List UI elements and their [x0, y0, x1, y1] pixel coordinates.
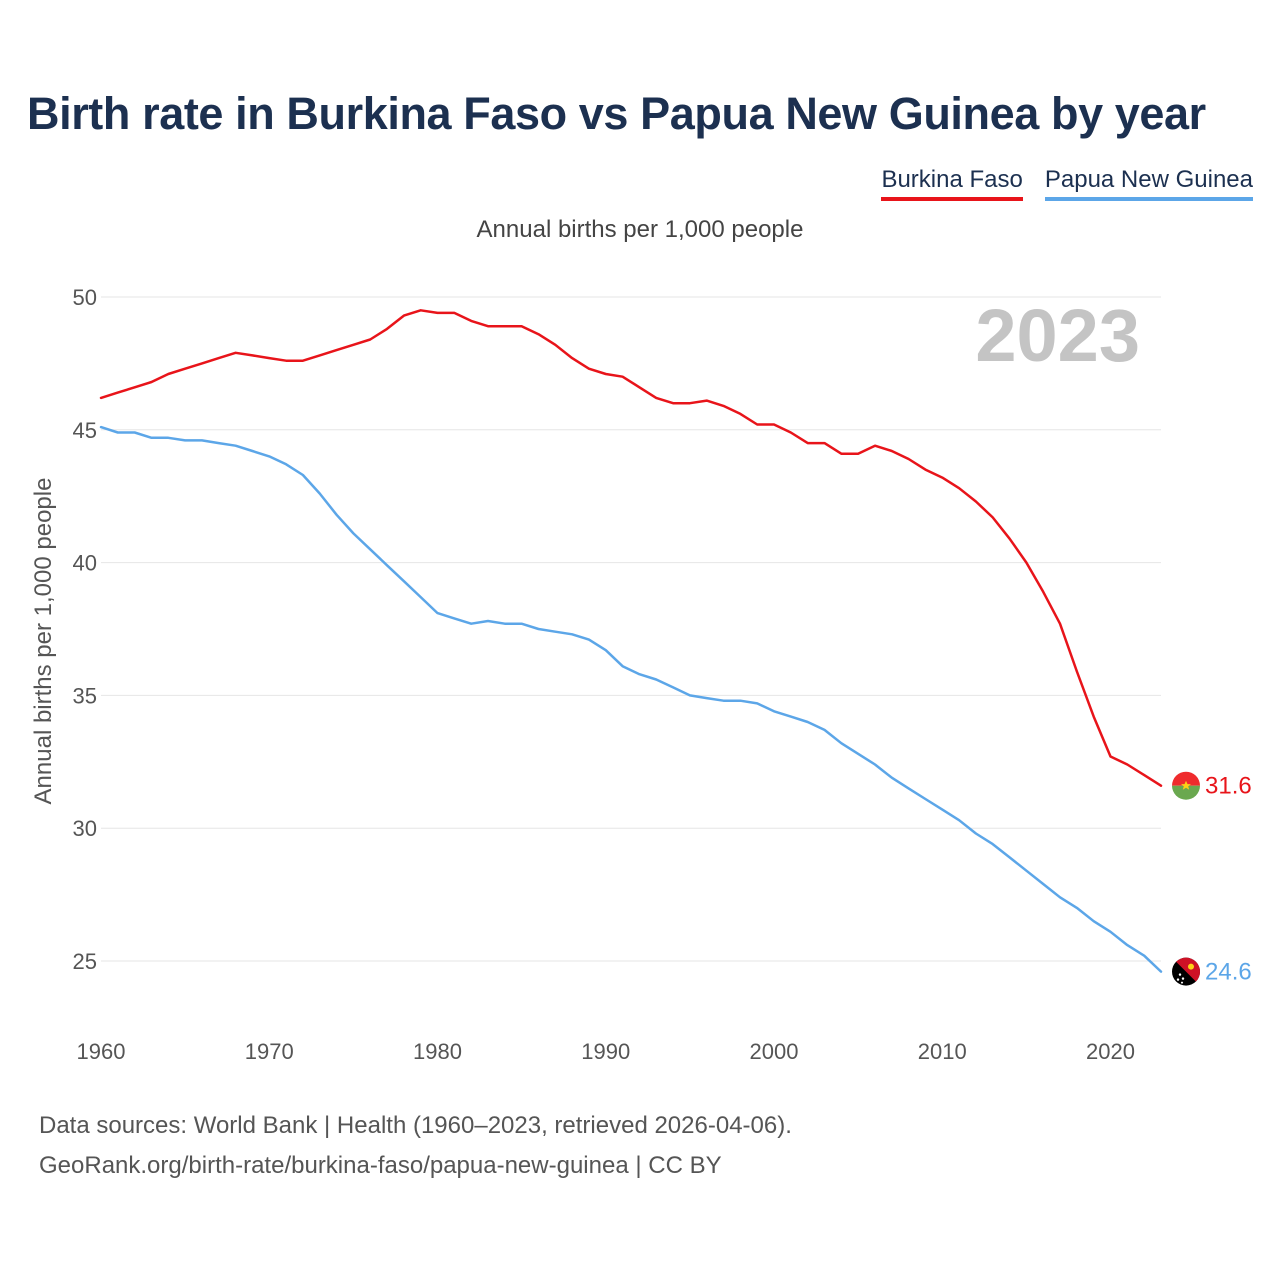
end-markers: 31.6 24.6: [1172, 771, 1252, 986]
end-label-papua-new-guinea: 24.6: [1205, 959, 1252, 986]
x-tick-label: 1990: [581, 1039, 630, 1064]
y-tick-label: 45: [73, 418, 97, 443]
x-tick-label: 2020: [1086, 1039, 1135, 1064]
current-year-display: 2023: [975, 294, 1140, 377]
x-axis-ticks: 1960 1970 1980 1990 2000 2010 2020: [77, 1039, 1135, 1064]
data-series: [99, 309, 1163, 973]
x-tick-label: 2000: [750, 1039, 799, 1064]
legend-item-papua-new-guinea[interactable]: Papua New Guinea: [1044, 166, 1253, 201]
chart-title: Birth rate in Burkina Faso vs Papua New …: [27, 88, 1206, 139]
series-line-burkina-faso[interactable]: [99, 309, 1163, 787]
y-tick-label: 40: [73, 551, 97, 576]
x-tick-label: 2010: [918, 1039, 967, 1064]
x-tick-label: 1980: [413, 1039, 462, 1064]
series-line-papua-new-guinea[interactable]: [99, 425, 1163, 973]
y-tick-label: 50: [73, 285, 97, 310]
y-axis-ticks: 25 30 35 40 45 50: [73, 285, 97, 974]
papua-new-guinea-flag-icon: [1172, 957, 1200, 986]
y-tick-label: 30: [73, 816, 97, 841]
chart-subtitle: Annual births per 1,000 people: [476, 216, 804, 243]
burkina-faso-flag-icon: [1172, 771, 1200, 800]
end-label-burkina-faso: 31.6: [1205, 773, 1252, 800]
x-tick-label: 1970: [245, 1039, 294, 1064]
grid-lines: [101, 296, 1161, 962]
x-tick-label: 1960: [77, 1039, 126, 1064]
source-line-1: Data sources: World Bank | Health (1960–…: [39, 1112, 792, 1139]
y-tick-label: 35: [73, 683, 97, 708]
source-line-2[interactable]: GeoRank.org/birth-rate/burkina-faso/papu…: [39, 1152, 722, 1179]
legend-item-burkina-faso[interactable]: Burkina Faso: [881, 166, 1023, 201]
y-tick-label: 25: [73, 949, 97, 974]
data-source: Data sources: World Bank | Health (1960–…: [39, 1106, 792, 1186]
y-axis-label: Annual births per 1,000 people: [30, 478, 57, 805]
legend: Burkina Faso Papua New Guinea: [881, 166, 1253, 201]
